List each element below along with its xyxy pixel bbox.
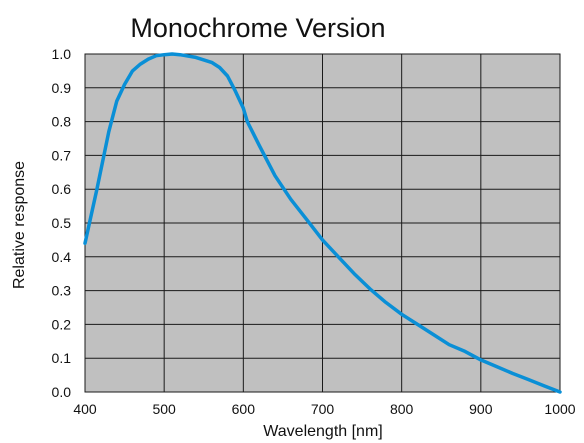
y-axis-ticks: 0.0 0.1 0.2 0.3 0.4 0.5 0.6 0.7 0.8 0.9 1.0	[52, 46, 72, 400]
grid	[84, 53, 561, 393]
y-tick-label: 0.8	[52, 114, 72, 130]
y-tick-label: 0.7	[52, 147, 72, 163]
x-axis-label: Wavelength [nm]	[263, 423, 382, 440]
chart-title: Monochrome Version	[130, 13, 385, 43]
x-tick-label: 500	[152, 401, 176, 417]
y-tick-label: 0.3	[52, 283, 72, 299]
x-tick-label: 400	[73, 401, 97, 417]
plot-area	[83, 52, 562, 394]
y-tick-label: 0.2	[52, 316, 72, 332]
y-tick-label: 0.5	[52, 215, 72, 231]
x-tick-label: 800	[390, 401, 414, 417]
x-tick-label: 900	[469, 401, 493, 417]
x-tick-label: 600	[232, 401, 256, 417]
x-axis-ticks: 400 500 600 700 800 900 1000	[73, 401, 575, 417]
x-tick-label: 1000	[544, 401, 575, 417]
y-tick-label: 0.0	[52, 384, 72, 400]
y-tick-label: 1.0	[52, 46, 72, 62]
y-tick-label: 0.9	[52, 80, 72, 96]
y-tick-label: 0.1	[52, 350, 72, 366]
y-tick-label: 0.4	[52, 249, 72, 265]
x-tick-label: 700	[311, 401, 335, 417]
y-axis-label: Relative response	[11, 161, 28, 289]
response-curve	[83, 52, 562, 394]
y-tick-label: 0.6	[52, 181, 72, 197]
